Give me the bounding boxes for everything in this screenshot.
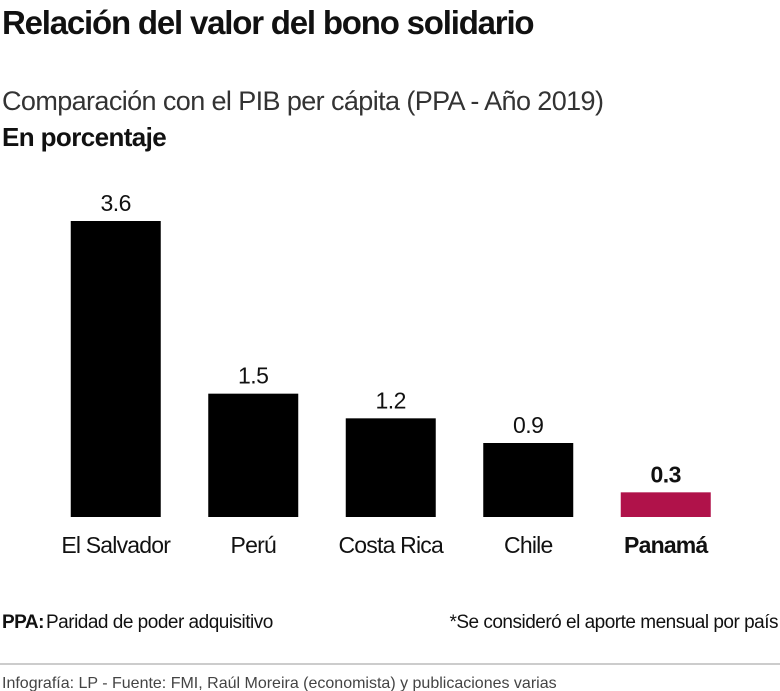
bar [620,492,711,517]
bar [483,443,574,517]
footnote-definition: Paridad de poder adquisitivo [46,612,273,633]
x-tick-label: Perú [231,532,276,558]
chart-subtitle: Comparación con el PIB per cápita (PPA -… [2,86,603,116]
source: Infografía: LP - Fuente: FMI, Raúl Morei… [2,675,557,691]
footnote-term: PPA: [2,612,44,633]
value-label: 0.3 [651,461,681,487]
value-label: 1.2 [376,387,406,413]
bar [208,393,299,517]
chart-title: Relación del valor del bono solidario [2,4,533,41]
value-label: 0.9 [513,412,543,438]
x-tick-label: Costa Rica [339,532,444,558]
footnote-right: *Se consideró el aporte mensual por país [449,612,778,633]
x-tick-label: El Salvador [61,532,171,558]
x-tick-label: Panamá [624,532,708,558]
unit-label: En porcentaje [2,122,166,152]
bar [70,221,161,517]
value-label: 3.6 [101,190,131,216]
bar [345,418,436,517]
x-tick-label: Chile [504,532,552,558]
value-label: 1.5 [238,363,268,389]
